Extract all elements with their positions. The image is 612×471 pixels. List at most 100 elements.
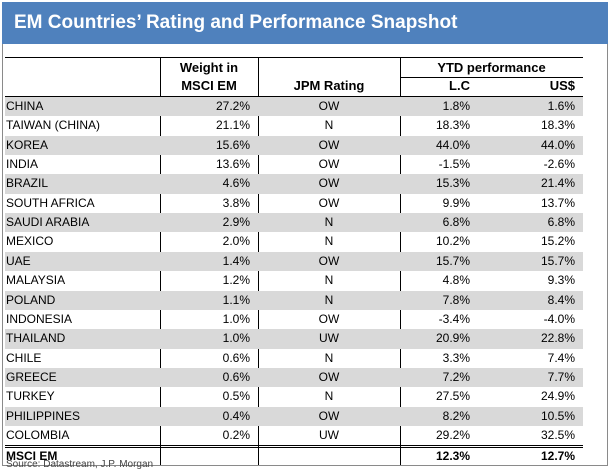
header-cell: YTD performance bbox=[437, 60, 546, 75]
cell: TURKEY bbox=[6, 389, 55, 404]
cell: UW bbox=[319, 427, 339, 442]
cell: INDIA bbox=[6, 157, 39, 172]
cell: N bbox=[324, 215, 334, 230]
row-bg bbox=[5, 135, 583, 156]
cell: 8.4% bbox=[547, 292, 575, 307]
cell: 7.7% bbox=[547, 369, 575, 384]
cell: 22.8% bbox=[540, 331, 575, 346]
cell: -3.4% bbox=[438, 311, 470, 326]
row-bg bbox=[5, 290, 583, 310]
rule bbox=[5, 445, 583, 447]
cell: 13.7% bbox=[540, 195, 575, 210]
header-cell: US$ bbox=[549, 78, 575, 93]
cell: UW bbox=[319, 331, 339, 346]
cell: N bbox=[324, 389, 334, 404]
cell: 29.2% bbox=[435, 427, 470, 442]
row-bg bbox=[5, 406, 583, 426]
cell: 0.5% bbox=[222, 389, 250, 404]
rule bbox=[400, 77, 583, 78]
total-cell: 12.7% bbox=[540, 449, 575, 464]
cell: 44.0% bbox=[435, 137, 470, 152]
cell: 15.7% bbox=[435, 253, 470, 268]
cell: 13.6% bbox=[215, 157, 250, 172]
cell: 15.3% bbox=[435, 176, 470, 191]
cell: OW bbox=[318, 176, 340, 191]
cell: 27.2% bbox=[215, 99, 250, 113]
cell: 7.8% bbox=[442, 292, 470, 307]
cell: 0.6% bbox=[222, 350, 250, 365]
cell: 4.8% bbox=[442, 273, 470, 288]
cell: OW bbox=[318, 311, 340, 326]
cell: 3.8% bbox=[222, 195, 250, 210]
cell: N bbox=[324, 350, 334, 365]
title: EM Countries’ Rating and Performance Sna… bbox=[2, 2, 608, 44]
cell: OW bbox=[318, 253, 340, 268]
header-cell: L.C bbox=[449, 78, 470, 93]
row-bg bbox=[5, 213, 583, 233]
cell: N bbox=[324, 292, 334, 307]
cell: 1.2% bbox=[222, 273, 250, 288]
cell: 7.2% bbox=[442, 369, 470, 384]
cell: 20.9% bbox=[435, 331, 470, 346]
rule bbox=[5, 447, 583, 449]
source: Source: Datastream, J.P. Morgan bbox=[6, 459, 154, 471]
row-bg bbox=[5, 367, 583, 388]
cell: 9.3% bbox=[547, 273, 575, 288]
cell: SAUDI ARABIA bbox=[6, 215, 90, 230]
cell: MEXICO bbox=[6, 234, 54, 249]
cell: CHINA bbox=[6, 99, 44, 113]
cell: 27.5% bbox=[435, 389, 470, 404]
cell: OW bbox=[318, 369, 340, 384]
cell: 6.8% bbox=[547, 215, 575, 230]
cell: 6.8% bbox=[442, 215, 470, 230]
cell: OW bbox=[318, 195, 340, 210]
cell: 18.3% bbox=[540, 118, 575, 133]
cell: 1.8% bbox=[442, 99, 470, 113]
cell: TAIWAN (CHINA) bbox=[6, 118, 100, 133]
cell: 15.7% bbox=[540, 253, 575, 268]
cell: 24.9% bbox=[540, 389, 575, 404]
cell: UAE bbox=[6, 253, 31, 268]
cell: GREECE bbox=[6, 369, 57, 384]
rule bbox=[5, 57, 583, 58]
cell: BRAZIL bbox=[6, 176, 49, 191]
row-bg bbox=[5, 97, 583, 117]
cell: 7.4% bbox=[547, 350, 575, 365]
cell: 1.0% bbox=[222, 311, 250, 326]
cell: -4.0% bbox=[543, 311, 575, 326]
cell: OW bbox=[318, 99, 340, 113]
cell: 1.6% bbox=[547, 99, 575, 113]
cell: 9.9% bbox=[442, 195, 470, 210]
cell: 2.0% bbox=[222, 234, 250, 249]
cell: 0.4% bbox=[222, 408, 250, 423]
header-cell: MSCI EM bbox=[181, 78, 237, 93]
cell: 10.5% bbox=[540, 408, 575, 423]
row-bg bbox=[5, 329, 583, 349]
header-cell: Weight in bbox=[179, 60, 239, 75]
cell: SOUTH AFRICA bbox=[6, 195, 95, 210]
cell: N bbox=[324, 234, 334, 249]
total-cell: MSCI EM bbox=[6, 449, 58, 464]
cell: 1.4% bbox=[222, 253, 250, 268]
cell: COLOMBIA bbox=[6, 427, 70, 442]
cell: 15.2% bbox=[540, 234, 575, 249]
cell: OW bbox=[318, 137, 340, 152]
cell: OW bbox=[318, 157, 340, 172]
cell: 44.0% bbox=[540, 137, 575, 152]
cell: -2.6% bbox=[543, 157, 575, 172]
cell: 8.2% bbox=[442, 408, 470, 423]
cell: 0.6% bbox=[222, 369, 250, 384]
cell: 21.4% bbox=[540, 176, 575, 191]
cell: 15.6% bbox=[215, 137, 250, 152]
rule bbox=[5, 96, 583, 97]
cell: 21.1% bbox=[215, 118, 250, 133]
cell: KOREA bbox=[6, 137, 49, 152]
total-cell: 12.3% bbox=[435, 449, 470, 464]
cell: MALAYSIA bbox=[6, 273, 66, 288]
cell: OW bbox=[318, 408, 340, 423]
cell: 1.1% bbox=[222, 292, 250, 307]
cell: -1.5% bbox=[438, 157, 470, 172]
cell: N bbox=[324, 118, 334, 133]
cell: CHILE bbox=[6, 350, 42, 365]
